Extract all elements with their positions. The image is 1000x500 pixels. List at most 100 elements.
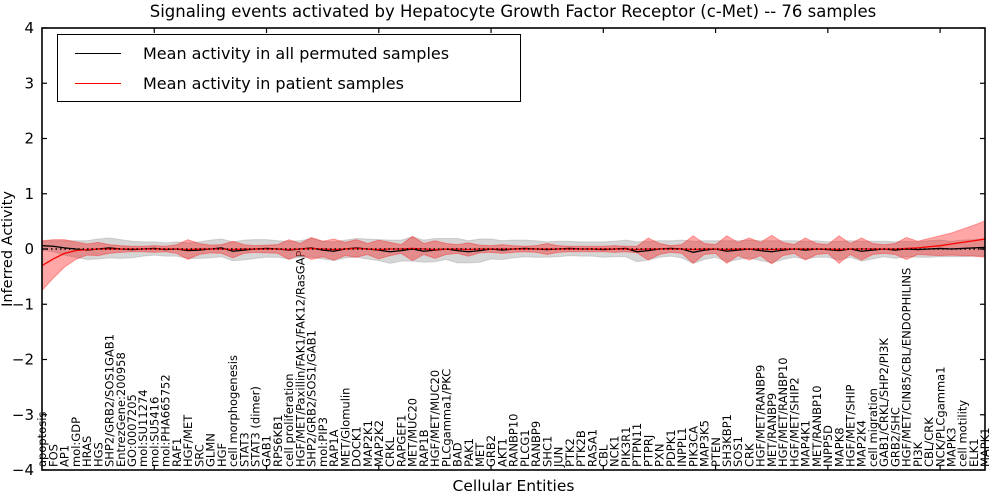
x-tick-label: MAP2K4 xyxy=(855,420,869,467)
x-tick-label: HGF/MET/RANBP9 xyxy=(754,365,768,467)
x-tick-label: PLCgamma1/PKC xyxy=(439,369,453,467)
legend-item-permuted: Mean activity in all permuted samples xyxy=(58,38,520,68)
legend-item-patient: Mean activity in patient samples xyxy=(58,68,520,98)
x-tick-label: mol:GDP xyxy=(69,417,83,467)
x-tick-label: PTPN11 xyxy=(630,423,644,467)
legend: Mean activity in all permuted samples Me… xyxy=(57,34,521,102)
x-tick-label: MET/Glomulin xyxy=(338,388,352,467)
x-tick-label: HGF/MET/RANBP10 xyxy=(776,357,790,467)
x-tick-label: MAP3K5 xyxy=(698,420,712,467)
legend-label-patient: Mean activity in patient samples xyxy=(143,73,404,93)
chart-title: Signaling events activated by Hepatocyte… xyxy=(149,2,877,21)
legend-line-patient-icon xyxy=(75,82,121,84)
y-tick-label: 4 xyxy=(24,19,34,37)
x-tick-label: RAPGEF1 xyxy=(394,415,408,467)
x-tick-label: SHP2/GRB2/SOS1/GAB1 xyxy=(305,330,319,467)
x-tick-label: GLMN xyxy=(204,433,218,467)
x-tick-label: NCK/PLCgamma1 xyxy=(933,366,947,467)
x-tick-label: cell migration xyxy=(866,388,880,467)
x-tick-label: PAK1 xyxy=(462,438,476,467)
x-tick-label: MET/RANBP10 xyxy=(810,385,824,467)
x-tick-label: GRB2/SHC xyxy=(888,407,902,467)
x-tick-label: RAF1 xyxy=(170,438,184,467)
x-tick-label: MET/RANBP9 xyxy=(765,393,779,467)
x-tick-label: SH3KBP1 xyxy=(720,414,734,467)
x-tick-label: CRK xyxy=(742,443,756,467)
x-tick-label: mol:PHA665752 xyxy=(159,374,173,467)
x-tick-label: RAP1A xyxy=(327,429,341,467)
x-tick-label: NCK1 xyxy=(608,436,622,468)
x-tick-label: MAP2K1 xyxy=(361,420,375,467)
x-tick-label: HGF/MET xyxy=(181,414,195,467)
x-tick-label: RANBP10 xyxy=(507,414,521,467)
x-tick-label: PTK2 xyxy=(563,438,577,467)
y-tick-label: 0 xyxy=(24,240,34,258)
legend-line-permuted-icon xyxy=(75,52,121,54)
x-tick-label: RANBP9 xyxy=(529,421,543,467)
x-tick-label: JUN xyxy=(552,447,566,468)
x-tick-label: CRKL xyxy=(383,436,397,467)
y-tick-label: −4 xyxy=(12,461,34,479)
x-tick-label: AKT1 xyxy=(495,438,509,467)
x-tick-label: PTEN xyxy=(709,437,723,467)
x-tick-label: HGF/MET/MUC20 xyxy=(428,370,442,467)
x-tick-label: MAP2K2 xyxy=(372,420,386,467)
x-tick-label: MAP4K1 xyxy=(799,420,813,467)
y-tick-label: −3 xyxy=(12,406,34,424)
x-tick-label: STAT3 xyxy=(237,432,251,467)
x-tick-label: cell proliferation xyxy=(282,373,296,467)
x-tick-label: EntrezGene:200958 xyxy=(114,352,128,467)
x-tick-label: HGF/MET/SHIP xyxy=(843,385,857,467)
x-tick-label: mol:PIP3 xyxy=(316,417,330,467)
x-tick-label: RPS6KB1 xyxy=(271,415,285,467)
y-tick-label: 2 xyxy=(24,130,34,148)
x-tick-label: PTPRJ xyxy=(641,435,655,467)
x-tick-label: cell motility xyxy=(956,400,970,467)
x-tick-label: GAB1 xyxy=(260,435,274,467)
x-tick-label: STAT3 (dimer) xyxy=(248,386,262,467)
x-tick-label: HGF/MET/SHIP2 xyxy=(787,377,801,467)
y-tick-label: 3 xyxy=(24,74,34,92)
y-tick-label: −2 xyxy=(12,351,34,369)
x-tick-label: MET/MUC20 xyxy=(406,398,420,467)
x-tick-label: GRB2 xyxy=(484,435,498,467)
x-tick-label: HGF/MET/CIN85/CBL/ENDOPHILINS xyxy=(900,268,914,467)
x-tick-label: PXN xyxy=(653,444,667,467)
x-tick-label: HGF xyxy=(215,443,229,467)
x-tick-label: DOCK1 xyxy=(350,426,364,467)
x-tick-label: FOS xyxy=(46,444,60,467)
x-tick-label: RASA1 xyxy=(585,429,599,467)
x-tick-label: ELK1 xyxy=(967,438,981,467)
x-tick-label: HGS xyxy=(91,442,105,467)
x-tick-label: PI3K xyxy=(911,441,925,467)
x-tick-label: AP1 xyxy=(58,445,72,467)
x-tick-label: SRC xyxy=(192,444,206,467)
x-tick-label: PIK3CA xyxy=(686,426,700,467)
x-tick-label: SOS1 xyxy=(731,436,745,467)
x-tick-label: SHP2/GRB2/SOS1GAB1 xyxy=(103,334,117,467)
x-tick-label: PIK3R1 xyxy=(619,427,633,468)
x-tick-label: mol:SU11274 xyxy=(136,389,150,467)
patient-mean-line xyxy=(41,238,986,267)
x-tick-label: RAP1B xyxy=(417,429,431,467)
x-tick-label: BAD xyxy=(451,442,465,467)
x-tick-label: INPP5D xyxy=(821,425,835,467)
x-tick-label: HRAS xyxy=(80,436,94,467)
x-tick-label: SHC1 xyxy=(540,436,554,467)
x-tick-label: PDPK1 xyxy=(664,429,678,467)
x-tick-label: CBL xyxy=(597,444,611,467)
x-tick-label: INPPL1 xyxy=(675,427,689,467)
x-tick-label: MAPK3 xyxy=(945,427,959,467)
x-tick-label: PLCG1 xyxy=(518,429,532,467)
x-tick-label: HGF/MET/Paxillin/FAK1/FAK12/RasGAP xyxy=(293,250,307,467)
x-tick-label: MAPK8 xyxy=(832,427,846,467)
y-tick-label: 1 xyxy=(24,185,34,203)
x-tick-label: MET xyxy=(473,442,487,467)
x-tick-label: PTK2B xyxy=(574,430,588,467)
x-axis-label: Cellular Entities xyxy=(452,477,575,495)
x-tick-label: CBL/CRK xyxy=(922,417,936,467)
x-tick-label: mol:SU5416 xyxy=(147,397,161,467)
legend-label-permuted: Mean activity in all permuted samples xyxy=(143,43,450,63)
